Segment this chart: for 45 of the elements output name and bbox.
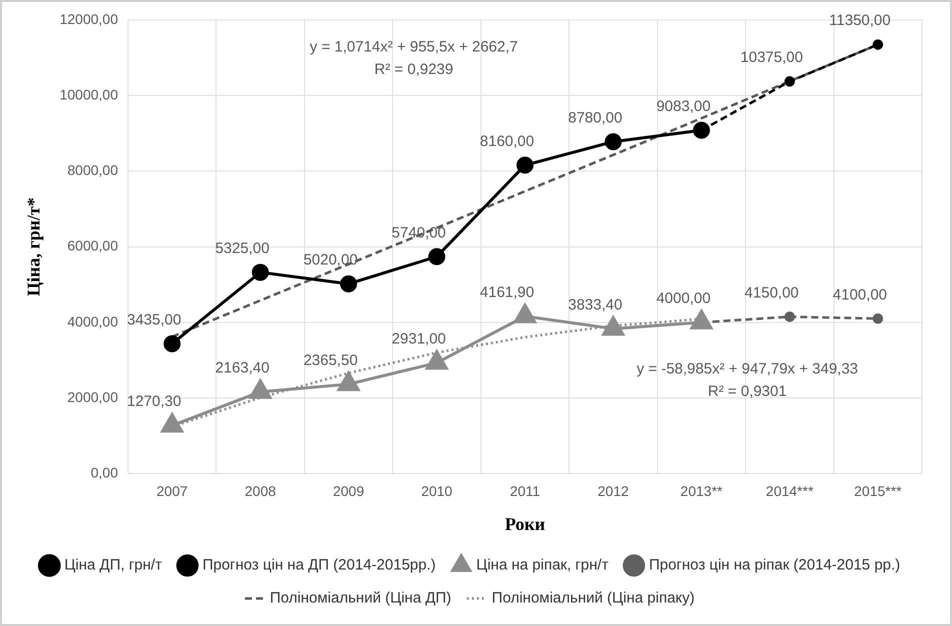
y-tick-label: 6000,00 bbox=[67, 238, 118, 254]
data-label: 2163,40 bbox=[215, 359, 270, 376]
data-label: 3833,40 bbox=[568, 296, 622, 314]
legend-label: Поліноміальний (Ціна ДП) bbox=[270, 590, 452, 607]
x-tick-label: 2012 bbox=[598, 482, 629, 499]
legend-label: Прогноз цін на ДП (2014-2015рр.) bbox=[202, 556, 436, 574]
annotation: y = 1,0714x² + 955,5x + 2662,7 bbox=[310, 38, 518, 56]
x-axis-title: Роки bbox=[504, 514, 546, 534]
x-tick-label: 2015*** bbox=[854, 482, 902, 499]
x-tick-label: 2014*** bbox=[766, 482, 814, 499]
x-tick-label: 2009 bbox=[332, 482, 364, 499]
data-label: 2931,00 bbox=[392, 330, 446, 348]
annotation: y = -58,985x² + 947,79x + 349,33 bbox=[636, 360, 858, 378]
x-tick-label: 2007 bbox=[156, 482, 188, 499]
data-label: 4100,00 bbox=[832, 286, 888, 304]
legend-label: Ціна на ріпак, грн/т bbox=[476, 556, 609, 574]
data-label: 2365,50 bbox=[303, 352, 358, 369]
x-tick-label: 2010 bbox=[421, 482, 453, 499]
data-label: 4150,00 bbox=[744, 284, 799, 302]
data-label: 4000,00 bbox=[656, 290, 711, 308]
data-label: 9083,00 bbox=[656, 98, 711, 115]
data-label: 4161,90 bbox=[480, 284, 534, 301]
data-label: 5020,00 bbox=[303, 251, 358, 268]
y-tick-label: 12000,00 bbox=[60, 10, 118, 27]
x-tick-label: 2013** bbox=[680, 482, 724, 499]
data-label: 11350,00 bbox=[829, 12, 891, 30]
y-tick-label: 4000,00 bbox=[67, 313, 118, 330]
data-label: 3435,00 bbox=[126, 311, 182, 328]
y-tick-label: 8000,00 bbox=[67, 162, 118, 178]
data-label: 1270,30 bbox=[126, 393, 182, 410]
annotation: R² = 0,9301 bbox=[708, 383, 787, 400]
data-label: 8160,00 bbox=[480, 132, 534, 150]
y-tick-label: 2000,00 bbox=[67, 388, 118, 405]
x-tick-label: 2008 bbox=[244, 482, 276, 499]
y-axis-title: Ціна, грн/т* bbox=[23, 197, 44, 296]
legend-label: Ціна ДП, грн/т bbox=[64, 556, 162, 574]
y-tick-label: 0,00 bbox=[90, 464, 118, 480]
legend-label: Прогноз цін на ріпак (2014-2015 рр.) bbox=[648, 556, 900, 574]
data-label: 10375,00 bbox=[740, 49, 803, 66]
annotation: R² = 0,9239 bbox=[374, 61, 454, 78]
data-label: 5325,00 bbox=[215, 240, 270, 257]
x-tick-label: 2011 bbox=[510, 482, 540, 499]
legend-label: Поліноміальний (Ціна ріпаку) bbox=[492, 590, 695, 607]
data-label: 8780,00 bbox=[568, 109, 622, 126]
y-tick-label: 10000,00 bbox=[60, 86, 118, 102]
